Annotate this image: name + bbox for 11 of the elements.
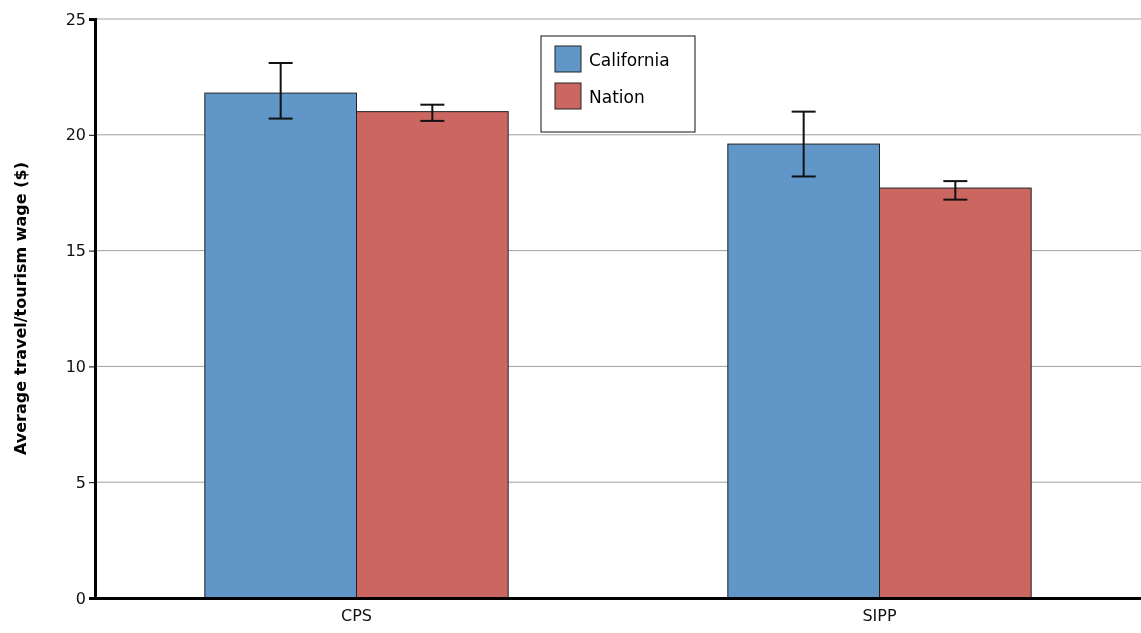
x-tick-label: SIPP [862, 606, 897, 626]
legend-label: California [589, 50, 670, 70]
y-tick-label: 10 [65, 357, 86, 377]
y-tick-label: 20 [65, 125, 86, 145]
y-tick-label: 15 [65, 241, 86, 261]
y-tick-label: 25 [65, 9, 86, 29]
y-axis-title: Average travel/tourism wage ($) [11, 162, 30, 455]
y-tick-label: 5 [75, 472, 86, 492]
x-tick-label: CPS [341, 606, 372, 626]
y-tick-label: 0 [75, 588, 86, 608]
legend-label: Nation [589, 87, 645, 107]
